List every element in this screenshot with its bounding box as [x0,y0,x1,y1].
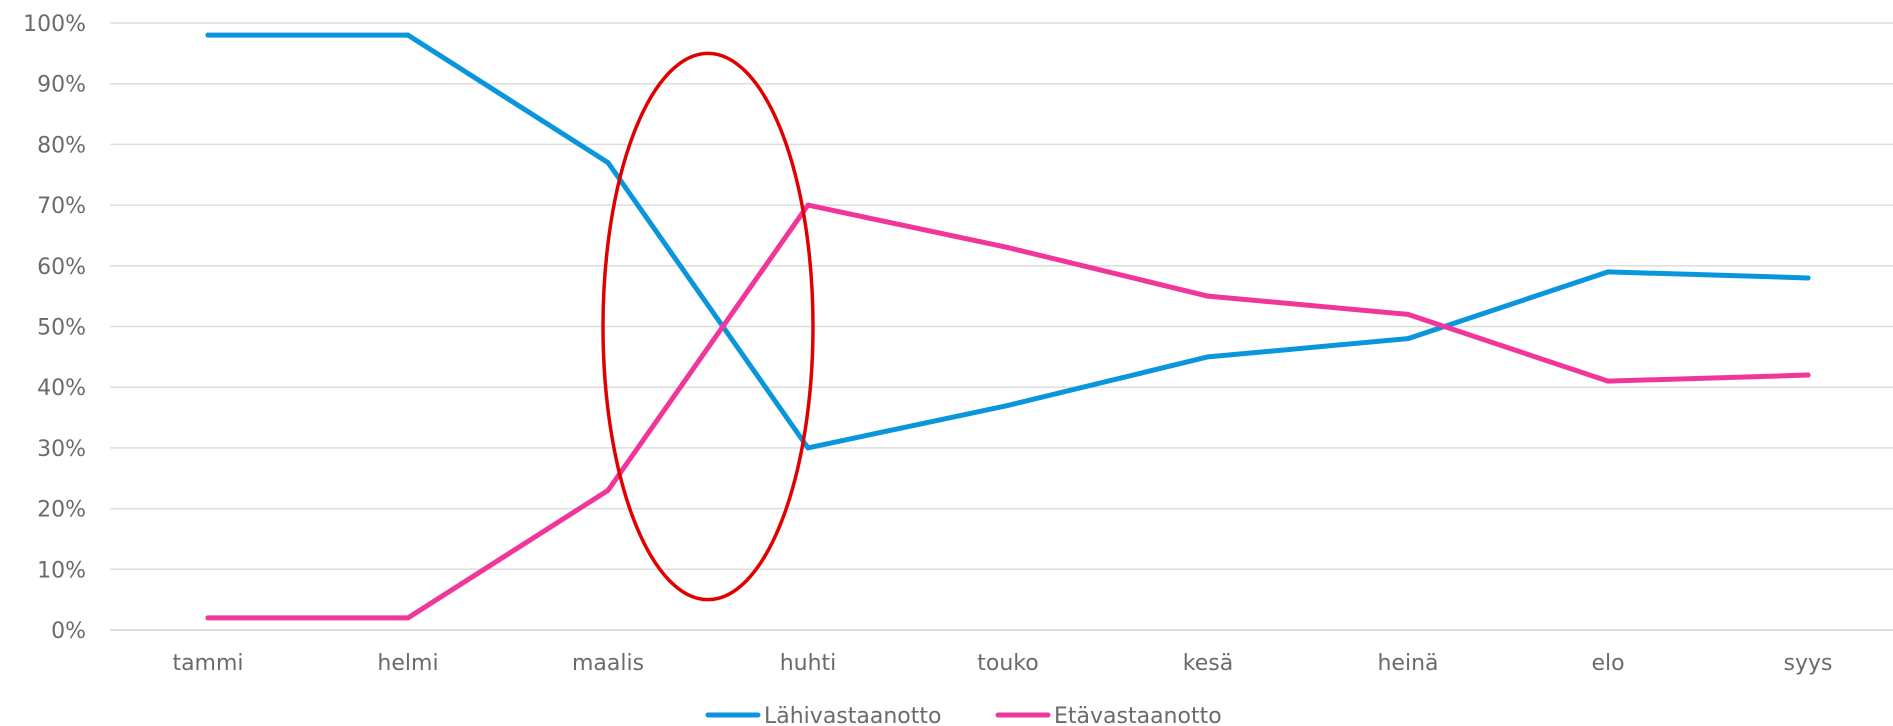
legend-label: Lähivastaanotto [764,704,941,726]
y-tick-label: 30% [37,437,86,462]
data-point [1405,336,1411,342]
data-point [605,487,611,493]
gridlines [110,22,1893,631]
highlight-ellipse [601,51,815,602]
y-tick-label: 0% [51,619,86,644]
series-lines [205,32,1811,621]
annotation-layer [601,51,815,602]
x-tick-label: kesä [1183,651,1233,676]
y-tick-label: 10% [37,558,86,583]
data-point [605,160,611,166]
data-point [805,202,811,208]
data-point [205,32,211,38]
y-tick-label: 90% [37,73,86,98]
data-point [405,615,411,621]
data-point [1805,372,1811,378]
x-tick-label: heinä [1377,651,1438,676]
x-tick-label: touko [977,651,1038,676]
y-tick-label: 80% [37,133,86,158]
y-tick-label: 100% [23,12,86,37]
y-tick-label: 50% [37,316,86,341]
x-axis-ticks: tammi helmi maalis huhti touko kesä heinä elo sy… [172,651,1832,676]
legend: Lähivastaanotto Etävastaanotto [705,704,1222,726]
data-point [205,615,211,621]
data-point [1805,275,1811,281]
series-line-2 [205,202,1811,621]
x-tick-label: syys [1784,651,1833,676]
data-point [1005,245,1011,251]
legend-label: Etävastaanotto [1054,704,1222,726]
data-point [805,445,811,451]
data-point [1605,269,1611,275]
data-point [1605,378,1611,384]
data-point [405,32,411,38]
data-point [1205,293,1211,299]
y-axis-ticks: 0% 10% 20% 30% 40% 50% 60% 70% 80% 90% 100% [23,12,86,644]
data-point [1005,402,1011,408]
y-tick-label: 20% [37,498,86,523]
x-tick-label: helmi [377,651,438,676]
x-tick-label: elo [1591,651,1624,676]
y-tick-label: 40% [37,376,86,401]
x-tick-label: huhti [780,651,837,676]
series-line-1 [205,32,1811,451]
y-tick-label: 60% [37,255,86,280]
y-tick-label: 70% [37,194,86,219]
x-tick-label: tammi [172,651,243,676]
data-point [1205,354,1211,360]
data-point [1405,311,1411,317]
x-tick-label: maalis [572,651,644,676]
